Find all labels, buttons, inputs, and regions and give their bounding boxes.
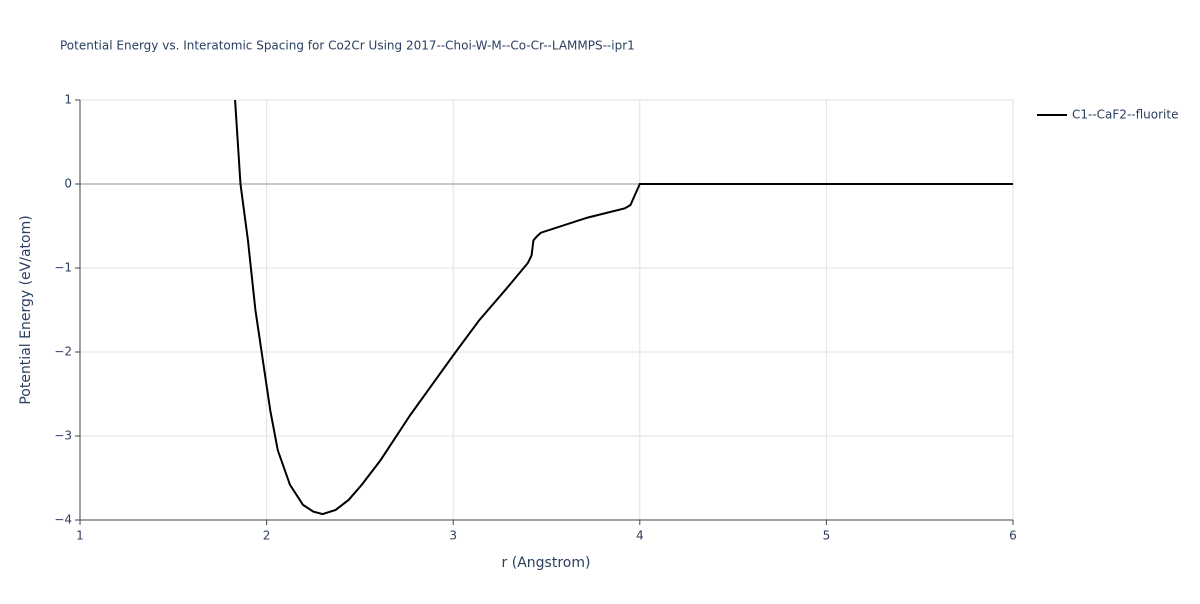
legend-label: C1--CaF2--fluorite: [1072, 108, 1178, 122]
x-tick-label: 4: [636, 529, 644, 543]
x-tick-label: 5: [823, 529, 831, 543]
data-line: [234, 99, 1013, 516]
x-tick-label: 1: [76, 529, 84, 543]
y-axis-label: Potential Energy (eV/atom): [18, 215, 34, 404]
x-axis-label: r (Angstrom): [502, 555, 591, 571]
y-tick-label: 1: [64, 93, 72, 107]
y-tick-label: 0: [64, 177, 72, 191]
x-tick-label: 2: [263, 529, 271, 543]
chart-title: Potential Energy vs. Interatomic Spacing…: [60, 39, 635, 53]
y-tick-label: −3: [54, 429, 72, 443]
y-tick-label: −2: [54, 345, 72, 359]
x-tick-label: 6: [1009, 529, 1017, 543]
y-tick-label: −4: [54, 513, 72, 527]
y-tick-label: −1: [54, 261, 72, 275]
x-tick-label: 3: [449, 529, 457, 543]
